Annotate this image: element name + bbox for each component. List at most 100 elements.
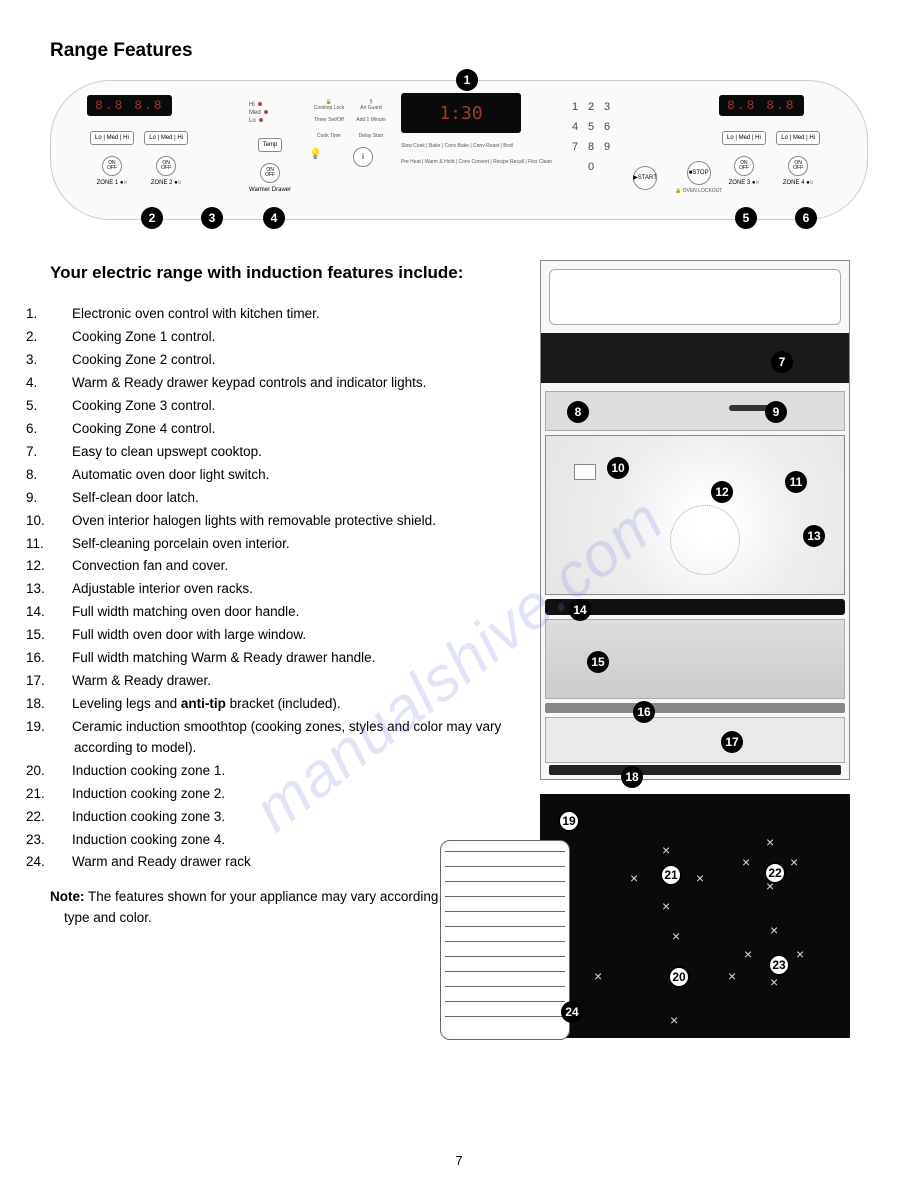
- rack-bar: [445, 956, 565, 957]
- feature-item: 10.Oven interior halogen lights with rem…: [50, 511, 520, 532]
- on-off-button: ON OFF: [260, 163, 280, 183]
- cooktop-zone-mark: ×: [672, 928, 680, 944]
- callout-17: 17: [721, 731, 743, 753]
- mode-label: Slow Cook: [401, 143, 425, 149]
- feature-item: 11.Self-cleaning porcelain oven interior…: [50, 534, 520, 555]
- on-off-button: ON OFF: [734, 156, 754, 176]
- start-button: ▶START: [633, 166, 657, 190]
- feature-item: 19.Ceramic induction smoothtop (cooking …: [50, 717, 520, 759]
- delay-label: Delay Start: [353, 133, 389, 139]
- on-off-button: ON OFF: [788, 156, 808, 176]
- callout-4: 4: [263, 207, 285, 229]
- feature-item: 17.Warm & Ready drawer.: [50, 671, 520, 692]
- lo-med-hi-button: Lo | Med | Hi: [722, 131, 766, 145]
- callout-5: 5: [735, 207, 757, 229]
- feature-item: 15.Full width oven door with large windo…: [50, 625, 520, 646]
- callout-23: 23: [768, 954, 790, 976]
- callout-3: 3: [201, 207, 223, 229]
- numeric-keypad: 123 456 789 0: [567, 97, 615, 177]
- sub-heading: Your electric range with induction featu…: [50, 260, 520, 286]
- cooktop-zone-mark: ×: [790, 854, 798, 870]
- feature-item: 12.Convection fan and cover.: [50, 556, 520, 577]
- mode-label: Recipe Recall: [493, 159, 524, 165]
- feature-item: 13.Adjustable interior oven racks.: [50, 579, 520, 600]
- callout-12: 12: [711, 481, 733, 503]
- feature-item: 7.Easy to clean upswept cooktop.: [50, 442, 520, 463]
- callout-20: 20: [668, 966, 690, 988]
- callout-15: 15: [587, 651, 609, 673]
- feature-item: 5.Cooking Zone 3 control.: [50, 396, 520, 417]
- callout-16: 16: [633, 701, 655, 723]
- light-icon: 💡: [309, 149, 349, 160]
- callout-6: 6: [795, 207, 817, 229]
- zone2-label: ZONE 2 ●○: [144, 180, 188, 186]
- range-front-diagram: 789101112131415161718: [540, 260, 850, 780]
- callout-11: 11: [785, 471, 807, 493]
- feature-item: 8.Automatic oven door light switch.: [50, 465, 520, 486]
- cook-time-label: Cook Time: [309, 133, 349, 139]
- cooktop-zone-mark: ×: [662, 842, 670, 858]
- rack-bar: [445, 896, 565, 897]
- rack-bar: [445, 1016, 565, 1017]
- right-display: 8.8 8.8: [719, 95, 804, 116]
- rack-bar: [445, 941, 565, 942]
- callout-7: 7: [771, 351, 793, 373]
- warmer-label: Warmer Drawer: [249, 187, 291, 193]
- feature-item: 14.Full width matching oven door handle.: [50, 602, 520, 623]
- heat-levels: Hi Med Lo: [249, 101, 291, 125]
- cooktop-zone-mark: ×: [742, 854, 750, 870]
- rack-bar: [445, 851, 565, 852]
- rack-bar: [445, 926, 565, 927]
- feature-item: 4.Warm & Ready drawer keypad controls an…: [50, 373, 520, 394]
- on-off-button: ON OFF: [102, 156, 122, 176]
- cooktop-zone-mark: ×: [744, 946, 752, 962]
- callout-18: 18: [621, 766, 643, 788]
- feature-item: 20.Induction cooking zone 1.: [50, 761, 520, 782]
- zone3-label: ZONE 3 ●○: [722, 180, 766, 186]
- lockout-label: 🔒 OVEN LOCKOUT: [675, 188, 722, 194]
- feature-item: 22.Induction cooking zone 3.: [50, 807, 520, 828]
- mode-label: Broil: [503, 143, 513, 149]
- feature-item: 18.Leveling legs and anti-tip bracket (i…: [50, 694, 520, 715]
- info-icon: i: [353, 147, 373, 167]
- mode-label: Flex Clean: [528, 159, 552, 165]
- cooktop-zone-mark: ×: [696, 870, 704, 886]
- mode-label: Pre Heat: [401, 159, 421, 165]
- feature-item: 6.Cooking Zone 4 control.: [50, 419, 520, 440]
- stop-button: ■STOP: [687, 161, 711, 185]
- zone1-label: ZONE 1 ●○: [90, 180, 134, 186]
- lo-med-hi-button: Lo | Med | Hi: [776, 131, 820, 145]
- rack-bar: [445, 971, 565, 972]
- callout-24: 24: [561, 1001, 583, 1023]
- mode-label: Bake: [429, 143, 440, 149]
- mode-label: Conv Roast: [473, 143, 499, 149]
- cooktop-zone-mark: ×: [766, 834, 774, 850]
- mode-label: Conv Bake: [444, 143, 468, 149]
- cooktop-zone-mark: ×: [770, 974, 778, 990]
- feature-item: 9.Self-clean door latch.: [50, 488, 520, 509]
- cooktop-zone-mark: ×: [728, 968, 736, 984]
- cooktop-zone-mark: ×: [670, 1012, 678, 1028]
- timer-label: Timer Set/Off: [309, 117, 349, 123]
- callout-2: 2: [141, 207, 163, 229]
- lo-med-hi-button: Lo | Med | Hi: [144, 131, 188, 145]
- feature-item: 2.Cooking Zone 1 control.: [50, 327, 520, 348]
- callout-8: 8: [567, 401, 589, 423]
- lo-med-hi-button: Lo | Med | Hi: [90, 131, 134, 145]
- callout-14: 14: [569, 599, 591, 621]
- cooktop-zone-mark: ×: [630, 870, 638, 886]
- cooktop-zone-mark: ×: [594, 968, 602, 984]
- on-off-button: ON OFF: [156, 156, 176, 176]
- cooktop-diagram: ×××××××××××××××× 1920212223: [540, 794, 850, 1038]
- callout-21: 21: [660, 864, 682, 886]
- feature-list: 1.Electronic oven control with kitchen t…: [50, 304, 520, 873]
- callout-10: 10: [607, 457, 629, 479]
- center-display: 1:30: [401, 93, 521, 133]
- page-title: Range Features: [50, 40, 868, 62]
- left-display: 8.8 8.8: [87, 95, 172, 116]
- feature-item: 3.Cooking Zone 2 control.: [50, 350, 520, 371]
- callout-13: 13: [803, 525, 825, 547]
- feature-item: 21.Induction cooking zone 2.: [50, 784, 520, 805]
- control-panel-diagram: 8.8 8.8 Lo | Med | Hi ON OFF ZONE 1 ●○ L…: [50, 80, 868, 220]
- mode-label: Conv Convert: [458, 159, 489, 165]
